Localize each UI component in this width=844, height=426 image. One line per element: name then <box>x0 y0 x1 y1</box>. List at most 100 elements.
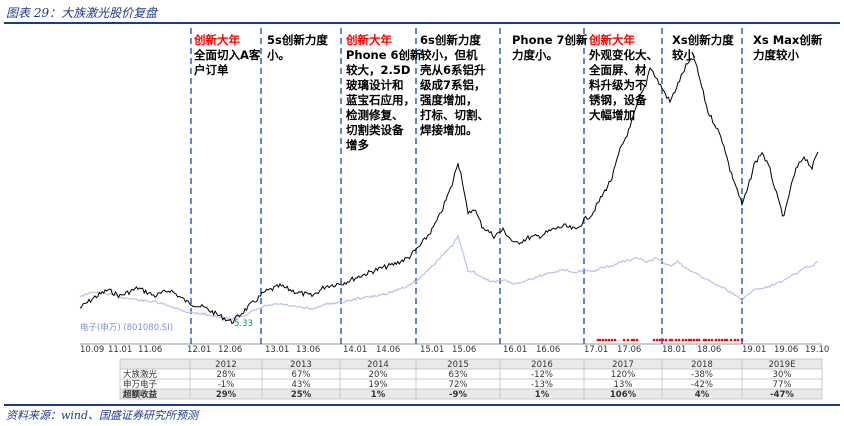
annotation-line-3-2: 较大，2.5D <box>346 63 410 77</box>
plot-area <box>80 26 822 344</box>
table-last-row-bg <box>120 389 822 399</box>
annotation-line-7-2: 较小 <box>672 48 695 62</box>
index-series-label: 电子(申万) (801080.SI) <box>80 322 173 333</box>
table-value-cell: -13% <box>531 380 553 390</box>
event-marker <box>723 338 727 342</box>
annotation-line-5-1: Phone 7创新 <box>512 33 588 47</box>
event-marker <box>729 338 733 342</box>
event-marker <box>655 338 659 342</box>
event-marker <box>622 338 626 342</box>
table-header-cell: 2018 <box>691 360 713 370</box>
stock-series-line <box>79 58 819 325</box>
event-marker <box>725 338 729 342</box>
x-tick-label: 13.06 <box>296 345 320 355</box>
event-marker <box>668 338 672 342</box>
annotation-line-6-5: 大幅增加 <box>589 108 635 122</box>
annotation-highlight-1: 创新大年 <box>193 33 240 47</box>
x-tick-label: 17.06 <box>617 345 641 355</box>
annotation-line-2-1: 5s创新力度 <box>267 33 328 47</box>
annotation-line-6-2: 全面屏、材 <box>588 63 647 77</box>
table-header-cell: 2015 <box>447 360 469 370</box>
x-tick-label: 14.01 <box>343 345 367 355</box>
table-value-cell: 1% <box>371 390 386 400</box>
x-tick-label: 14.06 <box>376 345 400 355</box>
event-marker <box>596 338 600 342</box>
x-tick-label: 11.01 <box>108 345 132 355</box>
x-tick-label: 15.01 <box>420 345 444 355</box>
table-header-cell: 2016 <box>531 360 553 370</box>
event-marker <box>695 338 699 342</box>
annotation-line-4-4: 级成7系铝， <box>420 78 486 92</box>
x-tick-label: 17.01 <box>584 345 608 355</box>
event-marker <box>687 338 691 342</box>
event-marker <box>692 338 696 342</box>
annotation-line-8-2: 力度较小 <box>753 48 799 62</box>
table-value-cell: -1% <box>218 380 235 390</box>
annotation-line-1-2: 户订单 <box>194 63 229 77</box>
annotation-line-4-5: 强度增加， <box>420 93 478 107</box>
table-header-cell: 2014 <box>367 360 389 370</box>
annotation-line-2-2: 小。 <box>266 48 290 62</box>
event-marker <box>710 338 714 342</box>
table-header-cell: 2017 <box>612 360 634 370</box>
x-tick-label: 10.09 <box>80 345 104 355</box>
annotation-highlight-6: 创新大年 <box>588 33 635 47</box>
table-value-cell: -42% <box>691 380 713 390</box>
table-header-cell: 2013 <box>290 360 312 370</box>
event-marker <box>704 338 708 342</box>
event-marker <box>677 338 681 342</box>
source-note: 资料来源：wind、国盛证券研究所预测 <box>6 409 199 422</box>
table-value-cell: -47% <box>770 390 794 400</box>
annotation-line-4-3: 壳从6系铝升 <box>419 63 486 77</box>
event-marker <box>632 338 636 342</box>
x-tick-label: 16.01 <box>503 345 527 355</box>
table-value-cell: 28% <box>217 370 236 380</box>
table-value-cell: -38% <box>691 370 713 380</box>
annotation-line-6-4: 锈钢，设备 <box>589 93 647 107</box>
event-marker <box>598 338 602 342</box>
table-header-bg <box>120 359 822 369</box>
table-value-cell: 30% <box>773 370 792 380</box>
table-value-cell: 1% <box>535 390 550 400</box>
table-value-cell: 4% <box>695 390 710 400</box>
table-value-cell: 19% <box>369 380 388 390</box>
table-value-cell: 43% <box>292 380 311 390</box>
table-value-cell: 13% <box>614 380 633 390</box>
table-row-label: 超额收益 <box>122 389 158 400</box>
event-marker <box>714 338 718 342</box>
x-tick-label: 16.06 <box>536 345 560 355</box>
table-header-cell: 2012 <box>215 360 237 370</box>
annotation-line-7-1: Xs创新力度 <box>672 33 734 47</box>
annotation-line-3-6: 切割类设备 <box>346 123 404 137</box>
title-rule <box>4 22 840 24</box>
event-marker <box>652 338 656 342</box>
table-value-cell: -9% <box>449 390 467 400</box>
annotation-line-3-5: 检测修复、 <box>346 108 404 122</box>
event-marker <box>607 338 611 342</box>
annotation-line-1-1: 全面切入A客 <box>193 48 261 62</box>
event-marker <box>697 338 701 342</box>
annotation-line-4-7: 焊接增加。 <box>420 123 478 137</box>
x-tick-label: 18.01 <box>662 345 686 355</box>
event-marker <box>664 338 668 342</box>
x-tick-label: 19.01 <box>742 345 766 355</box>
table-header-cell: 2019E <box>768 360 795 370</box>
event-marker <box>717 338 721 342</box>
annotation-line-4-6: 打标、切割、 <box>420 108 489 122</box>
event-marker <box>610 338 614 342</box>
annotation-line-3-3: 玻璃设计和 <box>346 78 404 92</box>
x-tick-label: 15.06 <box>452 345 476 355</box>
annotation-line-5-2: 力度小。 <box>512 48 558 62</box>
event-marker <box>601 338 605 342</box>
event-marker <box>635 338 639 342</box>
annotation-highlight-3: 创新大年 <box>345 33 392 47</box>
table-value-cell: -12% <box>531 370 553 380</box>
event-marker <box>740 338 744 342</box>
event-marker <box>661 338 665 342</box>
event-marker <box>658 338 662 342</box>
event-marker <box>736 338 740 342</box>
annotation-line-3-1: Phone 6创新 <box>346 48 422 62</box>
event-marker <box>626 338 630 342</box>
bottom-rule <box>4 404 840 406</box>
table-value-cell: 25% <box>291 390 312 400</box>
